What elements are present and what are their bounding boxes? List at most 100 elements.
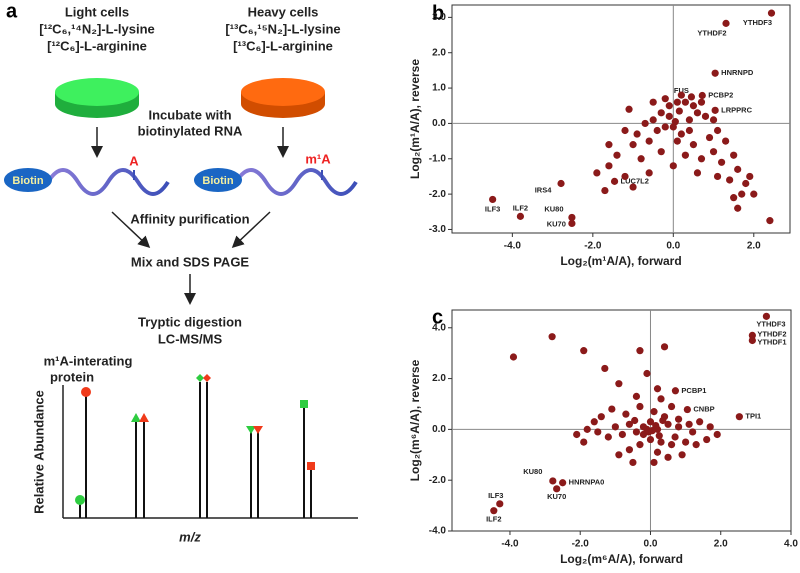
affinity-text: Affinity purification	[130, 211, 249, 226]
data-point	[618, 430, 626, 439]
data-point	[730, 194, 738, 202]
data-point	[646, 418, 655, 426]
x-axis-label: Log₂(m¹A/A), forward	[560, 254, 681, 268]
data-point	[633, 130, 641, 138]
y-tick-label: 0.0	[432, 424, 446, 435]
data-point	[674, 423, 683, 431]
point-label: ILF2	[486, 515, 501, 524]
data-point	[664, 420, 672, 428]
data-point	[664, 453, 672, 461]
data-point	[748, 331, 756, 340]
point-label: TPI1	[745, 412, 761, 421]
data-point	[629, 141, 637, 149]
point-label: ILF3	[485, 204, 500, 213]
data-point	[696, 418, 704, 426]
plot-frame	[451, 4, 791, 234]
data-point	[636, 402, 644, 411]
y-tick-label: 2.0	[432, 373, 446, 384]
data-point	[490, 507, 498, 515]
rna-strand	[46, 168, 170, 196]
data-point	[671, 118, 679, 126]
arrow	[111, 211, 151, 249]
data-point	[705, 133, 714, 142]
data-point	[698, 91, 706, 100]
data-point	[625, 105, 633, 113]
arrow	[231, 211, 271, 249]
y-tick-label: -2.0	[429, 189, 447, 200]
data-point	[653, 448, 662, 456]
data-point	[685, 126, 694, 135]
data-point	[734, 165, 742, 173]
ms-y-label: Relative Abundance	[31, 390, 46, 514]
data-point	[711, 69, 719, 77]
data-point	[711, 106, 719, 114]
data-point	[689, 141, 698, 149]
ms-markers	[75, 374, 315, 505]
data-point	[677, 91, 685, 99]
ms-peaks	[79, 382, 312, 518]
data-point	[734, 204, 742, 212]
data-point	[615, 451, 623, 459]
x-tick-label: 0.0	[666, 241, 680, 252]
data-point	[767, 9, 776, 17]
protein-text: m¹A-interating	[44, 353, 133, 368]
data-point	[709, 116, 718, 124]
data-point	[553, 485, 561, 493]
biotin-label: Biotin	[202, 175, 233, 187]
x-tick-label: 4.0	[784, 539, 798, 550]
data-point	[657, 109, 665, 117]
data-point	[665, 112, 673, 120]
data-point	[677, 130, 685, 138]
data-point	[669, 162, 677, 170]
light-arginine: [¹²C₆]-L-arginine	[47, 38, 147, 53]
y-tick-label: -4.0	[429, 526, 447, 537]
point-label: LRPPRC	[721, 105, 752, 114]
point-label: ILF2	[513, 203, 528, 212]
y-axis-label: Log₂(m⁶A/A), reverse	[408, 359, 422, 481]
point-label: YTHDF3	[743, 18, 772, 27]
data-point	[671, 433, 679, 441]
y-tick-label: 4.0	[432, 322, 446, 333]
data-point	[559, 479, 567, 487]
data-point	[675, 107, 683, 115]
data-point	[678, 451, 686, 459]
data-point	[667, 441, 676, 449]
data-point	[693, 169, 702, 177]
data-point	[713, 126, 722, 135]
data-point	[766, 217, 774, 225]
point-label: ILF3	[488, 491, 503, 500]
plot-frame	[451, 309, 792, 532]
data-point	[667, 402, 676, 411]
data-point	[692, 441, 700, 449]
data-point	[608, 405, 616, 413]
data-point	[659, 416, 667, 425]
point-label: KU80	[523, 467, 542, 476]
data-point	[655, 432, 663, 440]
point-label: LUC7L2	[621, 176, 649, 185]
y-tick-label: 1.0	[432, 83, 446, 94]
data-point	[665, 102, 673, 110]
data-point	[604, 433, 612, 441]
data-point	[650, 408, 658, 416]
data-point	[645, 137, 653, 145]
data-point	[681, 151, 689, 159]
data-point	[625, 446, 634, 454]
data-point	[689, 102, 698, 110]
data-point	[709, 148, 718, 156]
data-point	[674, 415, 683, 423]
data-point	[713, 172, 722, 181]
x-tick-label: -2.0	[584, 241, 602, 252]
data-point	[738, 190, 746, 198]
data-point	[593, 169, 601, 177]
data-point	[622, 410, 630, 418]
point-label: YTHDF2	[697, 28, 726, 37]
y-tick-label: 3.0	[432, 12, 446, 23]
data-point	[653, 385, 662, 393]
data-point	[641, 119, 649, 128]
data-point	[649, 98, 657, 106]
light-lysine: [¹²C₆,¹⁴N₂]-L-lysine	[39, 21, 155, 36]
y-tick-label: 0.0	[432, 118, 446, 129]
data-point	[632, 392, 641, 400]
rna-strand	[234, 168, 358, 196]
data-point	[726, 176, 734, 184]
